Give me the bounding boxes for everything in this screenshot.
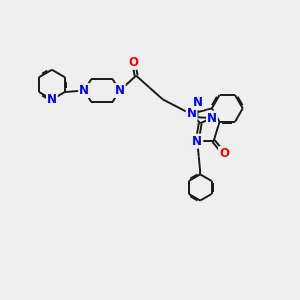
Text: N: N bbox=[79, 84, 89, 97]
Text: N: N bbox=[193, 96, 203, 109]
Text: N: N bbox=[207, 112, 217, 124]
Text: O: O bbox=[219, 147, 229, 160]
Text: N: N bbox=[115, 84, 125, 97]
Text: N: N bbox=[192, 135, 202, 148]
Text: N: N bbox=[187, 107, 196, 120]
Text: N: N bbox=[47, 93, 57, 106]
Text: O: O bbox=[129, 56, 139, 69]
